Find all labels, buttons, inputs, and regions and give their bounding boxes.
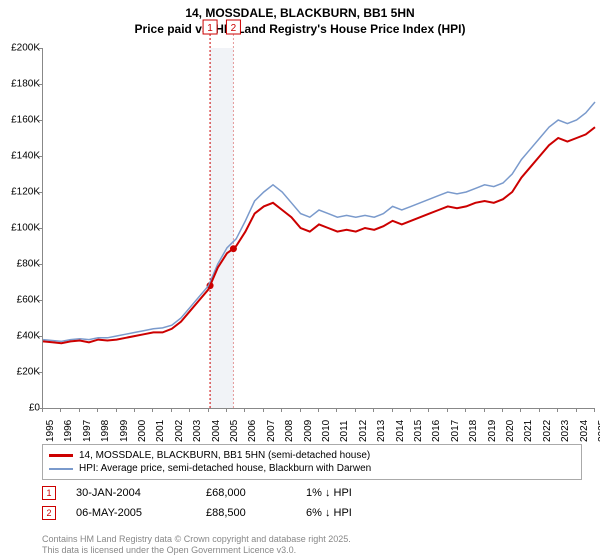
y-tick-label: £40K bbox=[0, 331, 40, 342]
y-tick-label: £200K bbox=[0, 43, 40, 54]
x-tick-label: 2004 bbox=[211, 420, 222, 442]
legend-label-2: HPI: Average price, semi-detached house,… bbox=[79, 463, 371, 474]
chart-container: 14, MOSSDALE, BLACKBURN, BB1 5HN Price p… bbox=[0, 0, 600, 560]
y-tick-label: £160K bbox=[0, 115, 40, 126]
event-row-1: 1 30-JAN-2004 £68,000 1% ↓ HPI bbox=[42, 486, 582, 500]
legend-label-1: 14, MOSSDALE, BLACKBURN, BB1 5HN (semi-d… bbox=[79, 450, 370, 461]
x-tick-label: 1998 bbox=[100, 420, 111, 442]
x-tick-label: 2014 bbox=[395, 420, 406, 442]
event-delta-1: 1% ↓ HPI bbox=[306, 487, 352, 499]
x-tick-label: 1997 bbox=[82, 420, 93, 442]
chart-title: 14, MOSSDALE, BLACKBURN, BB1 5HN Price p… bbox=[0, 0, 600, 37]
x-tick-label: 2001 bbox=[155, 420, 166, 442]
event-marker-2: 2 bbox=[42, 506, 56, 520]
svg-text:2: 2 bbox=[231, 23, 237, 34]
attribution: Contains HM Land Registry data © Crown c… bbox=[42, 534, 351, 556]
x-tick-label: 2018 bbox=[468, 420, 479, 442]
plot-svg: 12 bbox=[43, 48, 595, 408]
x-tick-label: 2016 bbox=[431, 420, 442, 442]
x-tick-label: 2006 bbox=[247, 420, 258, 442]
title-line-1: 14, MOSSDALE, BLACKBURN, BB1 5HN bbox=[0, 6, 600, 22]
event-delta-2: 6% ↓ HPI bbox=[306, 507, 352, 519]
x-tick-label: 2011 bbox=[339, 420, 350, 442]
x-tick-label: 2023 bbox=[560, 420, 571, 442]
event-price-1: £68,000 bbox=[206, 487, 286, 499]
x-tick-label: 2003 bbox=[192, 420, 203, 442]
x-tick-label: 2021 bbox=[523, 420, 534, 442]
legend-swatch-1 bbox=[49, 454, 73, 457]
event-marker-1: 1 bbox=[42, 486, 56, 500]
title-line-2: Price paid vs. HM Land Registry's House … bbox=[0, 22, 600, 38]
legend-row-2: HPI: Average price, semi-detached house,… bbox=[49, 462, 575, 475]
x-tick-label: 2013 bbox=[376, 420, 387, 442]
legend-swatch-2 bbox=[49, 468, 73, 470]
event-date-1: 30-JAN-2004 bbox=[76, 487, 186, 499]
y-tick-label: £20K bbox=[0, 367, 40, 378]
x-tick-label: 2005 bbox=[229, 420, 240, 442]
y-tick-label: £0 bbox=[0, 403, 40, 414]
x-tick-label: 2009 bbox=[303, 420, 314, 442]
y-tick-label: £80K bbox=[0, 259, 40, 270]
x-tick-label: 1996 bbox=[63, 420, 74, 442]
event-date-2: 06-MAY-2005 bbox=[76, 507, 186, 519]
x-tick-label: 2022 bbox=[542, 420, 553, 442]
legend-row-1: 14, MOSSDALE, BLACKBURN, BB1 5HN (semi-d… bbox=[49, 449, 575, 462]
x-tick-label: 2008 bbox=[284, 420, 295, 442]
x-tick-label: 2024 bbox=[579, 420, 590, 442]
plot-area: 12 bbox=[42, 48, 595, 409]
y-tick-label: £140K bbox=[0, 151, 40, 162]
x-tick-label: 1995 bbox=[45, 420, 56, 442]
svg-text:1: 1 bbox=[207, 23, 213, 34]
y-tick-label: £180K bbox=[0, 79, 40, 90]
x-tick-label: 2010 bbox=[321, 420, 332, 442]
legend: 14, MOSSDALE, BLACKBURN, BB1 5HN (semi-d… bbox=[42, 444, 582, 480]
event-price-2: £88,500 bbox=[206, 507, 286, 519]
y-tick-label: £100K bbox=[0, 223, 40, 234]
x-tick-label: 2000 bbox=[137, 420, 148, 442]
y-tick-label: £60K bbox=[0, 295, 40, 306]
x-tick-label: 2012 bbox=[358, 420, 369, 442]
x-tick-label: 2019 bbox=[487, 420, 498, 442]
x-tick-label: 1999 bbox=[119, 420, 130, 442]
x-tick-label: 2017 bbox=[450, 420, 461, 442]
event-row-2: 2 06-MAY-2005 £88,500 6% ↓ HPI bbox=[42, 506, 582, 520]
attribution-line-1: Contains HM Land Registry data © Crown c… bbox=[42, 534, 351, 545]
x-tick-label: 2002 bbox=[174, 420, 185, 442]
attribution-line-2: This data is licensed under the Open Gov… bbox=[42, 545, 351, 556]
x-tick-label: 2007 bbox=[266, 420, 277, 442]
x-tick-label: 2015 bbox=[413, 420, 424, 442]
x-tick-label: 2020 bbox=[505, 420, 516, 442]
y-tick-label: £120K bbox=[0, 187, 40, 198]
